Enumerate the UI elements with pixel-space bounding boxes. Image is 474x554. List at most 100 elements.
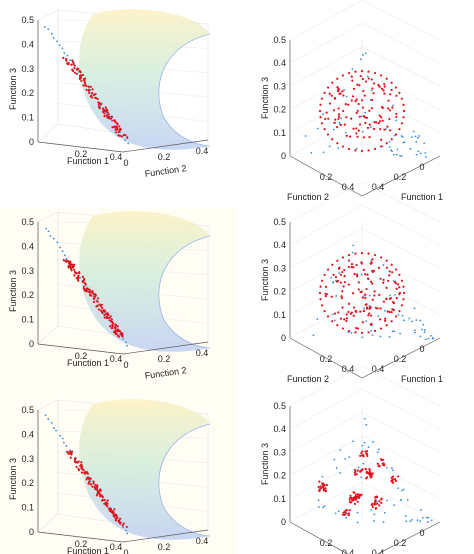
blue-point bbox=[348, 456, 351, 459]
red-point bbox=[344, 509, 347, 513]
z-tick-label: 0.2 bbox=[21, 290, 34, 300]
z-tick-label: 0.3 bbox=[273, 263, 286, 273]
red-point bbox=[73, 67, 76, 70]
red-point bbox=[368, 312, 371, 315]
red-point bbox=[85, 88, 88, 92]
red-point bbox=[318, 291, 322, 295]
red-point bbox=[380, 501, 383, 504]
grid-line bbox=[289, 46, 363, 87]
blue-point bbox=[391, 150, 393, 153]
red-point bbox=[385, 77, 388, 80]
red-point bbox=[364, 293, 367, 296]
blue-point bbox=[363, 307, 366, 310]
x-axis bbox=[37, 141, 124, 153]
z-axis-label: Function 3 bbox=[8, 68, 18, 110]
red-point bbox=[386, 107, 390, 110]
y-tick-label: 0.4 bbox=[342, 548, 355, 554]
grid-line bbox=[289, 204, 363, 246]
red-point bbox=[356, 493, 359, 496]
blue-point bbox=[401, 136, 404, 138]
blue-point bbox=[331, 313, 334, 316]
red-point bbox=[109, 325, 112, 328]
red-point bbox=[383, 128, 386, 131]
red-point bbox=[319, 285, 322, 288]
red-point bbox=[111, 320, 114, 323]
z-tick-label: 0.3 bbox=[273, 81, 286, 91]
red-point bbox=[362, 268, 365, 272]
red-point bbox=[394, 268, 398, 271]
red-point bbox=[103, 112, 106, 115]
red-point bbox=[378, 293, 381, 296]
red-point bbox=[77, 276, 80, 279]
red-point bbox=[74, 457, 77, 460]
y-axis bbox=[289, 521, 349, 554]
z-tick-label: 0.3 bbox=[21, 64, 34, 74]
red-point bbox=[325, 293, 328, 296]
x-tick-label: 0.4 bbox=[372, 364, 385, 374]
red-point bbox=[94, 96, 97, 99]
red-point bbox=[398, 291, 401, 295]
blue-point bbox=[310, 151, 313, 154]
red-point bbox=[333, 97, 337, 100]
red-point bbox=[337, 89, 340, 92]
blue-point bbox=[363, 417, 366, 420]
red-point bbox=[338, 115, 341, 118]
red-point bbox=[350, 263, 354, 266]
red-point bbox=[380, 87, 384, 90]
red-point bbox=[342, 94, 345, 97]
red-point bbox=[341, 306, 344, 309]
y-tick-label: 0 bbox=[123, 360, 128, 370]
red-point bbox=[349, 312, 352, 315]
red-point bbox=[94, 487, 97, 491]
surface-edge bbox=[158, 235, 211, 349]
blue-point bbox=[333, 458, 336, 461]
blue-point bbox=[360, 115, 363, 118]
blue-point bbox=[419, 520, 422, 523]
red-point bbox=[88, 288, 92, 292]
red-point bbox=[90, 94, 93, 97]
red-point bbox=[103, 313, 106, 317]
red-point bbox=[368, 109, 371, 112]
blue-point bbox=[400, 154, 403, 157]
red-point bbox=[117, 335, 121, 338]
red-point bbox=[364, 116, 367, 119]
red-point bbox=[323, 487, 326, 490]
blue-point bbox=[124, 139, 126, 142]
red-point bbox=[84, 283, 87, 286]
red-point bbox=[68, 262, 71, 265]
grid-line bbox=[361, 481, 441, 523]
red-point bbox=[345, 134, 348, 137]
blue-point bbox=[124, 341, 127, 344]
red-point bbox=[347, 103, 350, 106]
grid-line bbox=[289, 297, 363, 339]
red-point bbox=[377, 121, 380, 125]
red-point bbox=[359, 470, 362, 473]
red-point bbox=[86, 287, 89, 290]
z-tick-label: 0.4 bbox=[273, 240, 286, 250]
x-tick-label: 0.4 bbox=[110, 542, 123, 552]
z-axis-label: Function 3 bbox=[8, 270, 18, 312]
blue-point bbox=[422, 516, 424, 519]
red-point bbox=[365, 452, 369, 456]
red-point bbox=[103, 316, 106, 319]
red-point bbox=[395, 287, 398, 290]
red-point bbox=[368, 307, 371, 310]
red-point bbox=[108, 509, 112, 512]
red-point bbox=[390, 88, 393, 92]
grid-line bbox=[289, 22, 363, 64]
red-point bbox=[337, 267, 341, 270]
y-tick-label: 0.4 bbox=[196, 536, 209, 546]
red-point bbox=[96, 488, 99, 492]
red-point bbox=[115, 332, 118, 335]
red-point bbox=[360, 149, 364, 152]
red-point bbox=[370, 261, 373, 264]
grid-line bbox=[361, 435, 441, 476]
red-point bbox=[379, 74, 383, 77]
red-point bbox=[118, 125, 121, 128]
blue-point bbox=[69, 59, 72, 62]
red-point bbox=[106, 316, 110, 319]
red-point bbox=[360, 493, 363, 496]
red-point bbox=[377, 465, 380, 468]
red-point bbox=[122, 522, 125, 525]
